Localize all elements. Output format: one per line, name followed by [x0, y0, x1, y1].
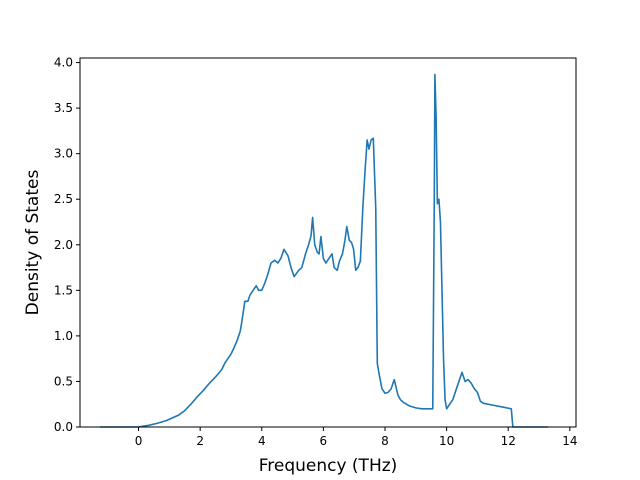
- x-tick-label: 2: [196, 434, 204, 448]
- y-tick-label: 1.5: [54, 283, 73, 297]
- y-tick-label: 0.5: [54, 374, 73, 388]
- x-tick-label: 14: [562, 434, 577, 448]
- y-tick-label: 4.0: [54, 56, 73, 70]
- x-tick-label: 12: [501, 434, 516, 448]
- y-tick-label: 3.0: [54, 147, 73, 161]
- x-tick-label: 0: [135, 434, 143, 448]
- x-axis-label: Frequency (THz): [259, 456, 398, 476]
- x-tick-label: 6: [320, 434, 328, 448]
- y-axis-ticks: 0.0 0.5 1.0 1.5 2.0 2.5 3.0 3.5 4.0: [54, 56, 80, 434]
- x-tick-label: 4: [258, 434, 266, 448]
- x-tick-label: 10: [439, 434, 454, 448]
- plot-layer: [100, 73, 549, 428]
- x-tick-label: 8: [381, 434, 389, 448]
- series-line-0: [100, 73, 549, 428]
- y-tick-label: 2.5: [54, 192, 73, 206]
- y-axis-label: Density of States: [23, 170, 43, 316]
- y-tick-label: 2.0: [54, 238, 73, 252]
- y-tick-label: 0.0: [54, 420, 73, 434]
- axes-frame: [79, 57, 577, 428]
- y-tick-label: 3.5: [54, 101, 73, 115]
- y-tick-label: 1.0: [54, 329, 73, 343]
- x-axis-ticks: 0 2 4 6 8 10 12 14: [135, 427, 577, 448]
